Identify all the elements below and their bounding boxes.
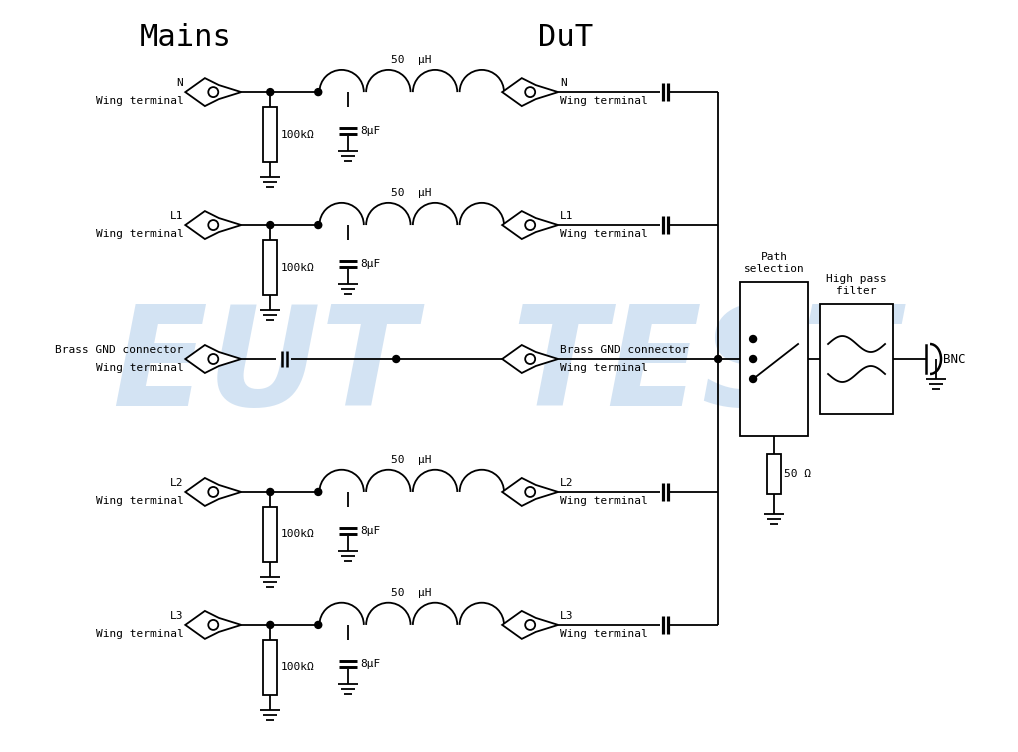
Circle shape (715, 356, 722, 362)
Text: BNC: BNC (943, 353, 965, 365)
Circle shape (749, 375, 756, 383)
Text: Brass GND connector: Brass GND connector (560, 345, 688, 355)
Text: 8μF: 8μF (360, 659, 381, 669)
Bar (264, 107, 277, 162)
Circle shape (267, 621, 274, 629)
Text: Wing terminal: Wing terminal (560, 96, 647, 106)
Polygon shape (502, 211, 558, 239)
Text: Wing terminal: Wing terminal (560, 229, 647, 239)
Text: High pass
filter: High pass filter (827, 274, 887, 296)
Bar (768, 454, 781, 495)
Text: 100kΩ: 100kΩ (280, 529, 314, 539)
Bar (740, 281, 808, 436)
Polygon shape (502, 478, 558, 506)
Circle shape (267, 489, 274, 496)
Circle shape (315, 621, 322, 629)
Polygon shape (502, 611, 558, 639)
Text: Wing terminal: Wing terminal (96, 629, 183, 639)
Text: Wing terminal: Wing terminal (96, 229, 183, 239)
Polygon shape (185, 78, 241, 106)
Text: 8μF: 8μF (360, 526, 381, 536)
Bar (821, 304, 893, 414)
Text: Wing terminal: Wing terminal (560, 363, 647, 373)
Text: N: N (176, 78, 183, 88)
Text: 100kΩ: 100kΩ (280, 129, 314, 140)
Circle shape (267, 89, 274, 96)
Polygon shape (185, 478, 241, 506)
Text: Wing terminal: Wing terminal (560, 496, 647, 506)
Circle shape (749, 356, 756, 362)
Polygon shape (502, 78, 558, 106)
Text: DuT: DuT (538, 23, 592, 52)
Text: L2: L2 (170, 478, 183, 488)
Text: Brass GND connector: Brass GND connector (55, 345, 183, 355)
Text: 50  μH: 50 μH (392, 587, 432, 598)
Text: L3: L3 (560, 611, 574, 621)
Polygon shape (185, 211, 241, 239)
Text: Wing terminal: Wing terminal (96, 363, 183, 373)
Text: EUT  TEST: EUT TEST (113, 299, 897, 435)
Polygon shape (502, 345, 558, 373)
Text: Mains: Mains (139, 23, 231, 52)
Text: 50  μH: 50 μH (392, 455, 432, 465)
Text: L3: L3 (170, 611, 183, 621)
Text: L1: L1 (170, 211, 183, 221)
Text: 100kΩ: 100kΩ (280, 262, 314, 272)
Polygon shape (185, 345, 241, 373)
Bar (264, 240, 277, 295)
Circle shape (315, 222, 322, 229)
Circle shape (393, 356, 400, 362)
Bar (264, 640, 277, 695)
Text: Path
selection: Path selection (744, 252, 804, 274)
Text: 8μF: 8μF (360, 259, 381, 269)
Text: Wing terminal: Wing terminal (560, 629, 647, 639)
Text: 50 Ω: 50 Ω (784, 469, 811, 480)
Text: 50  μH: 50 μH (392, 188, 432, 198)
Text: Wing terminal: Wing terminal (96, 496, 183, 506)
Text: Wing terminal: Wing terminal (96, 96, 183, 106)
Text: 50  μH: 50 μH (392, 55, 432, 65)
Text: 100kΩ: 100kΩ (280, 663, 314, 672)
Text: 8μF: 8μF (360, 126, 381, 136)
Polygon shape (185, 611, 241, 639)
Text: L1: L1 (560, 211, 574, 221)
Circle shape (749, 335, 756, 342)
Text: N: N (560, 78, 567, 88)
Circle shape (315, 89, 322, 96)
Text: L2: L2 (560, 478, 574, 488)
Circle shape (267, 222, 274, 229)
Bar (264, 507, 277, 562)
Circle shape (315, 489, 322, 496)
